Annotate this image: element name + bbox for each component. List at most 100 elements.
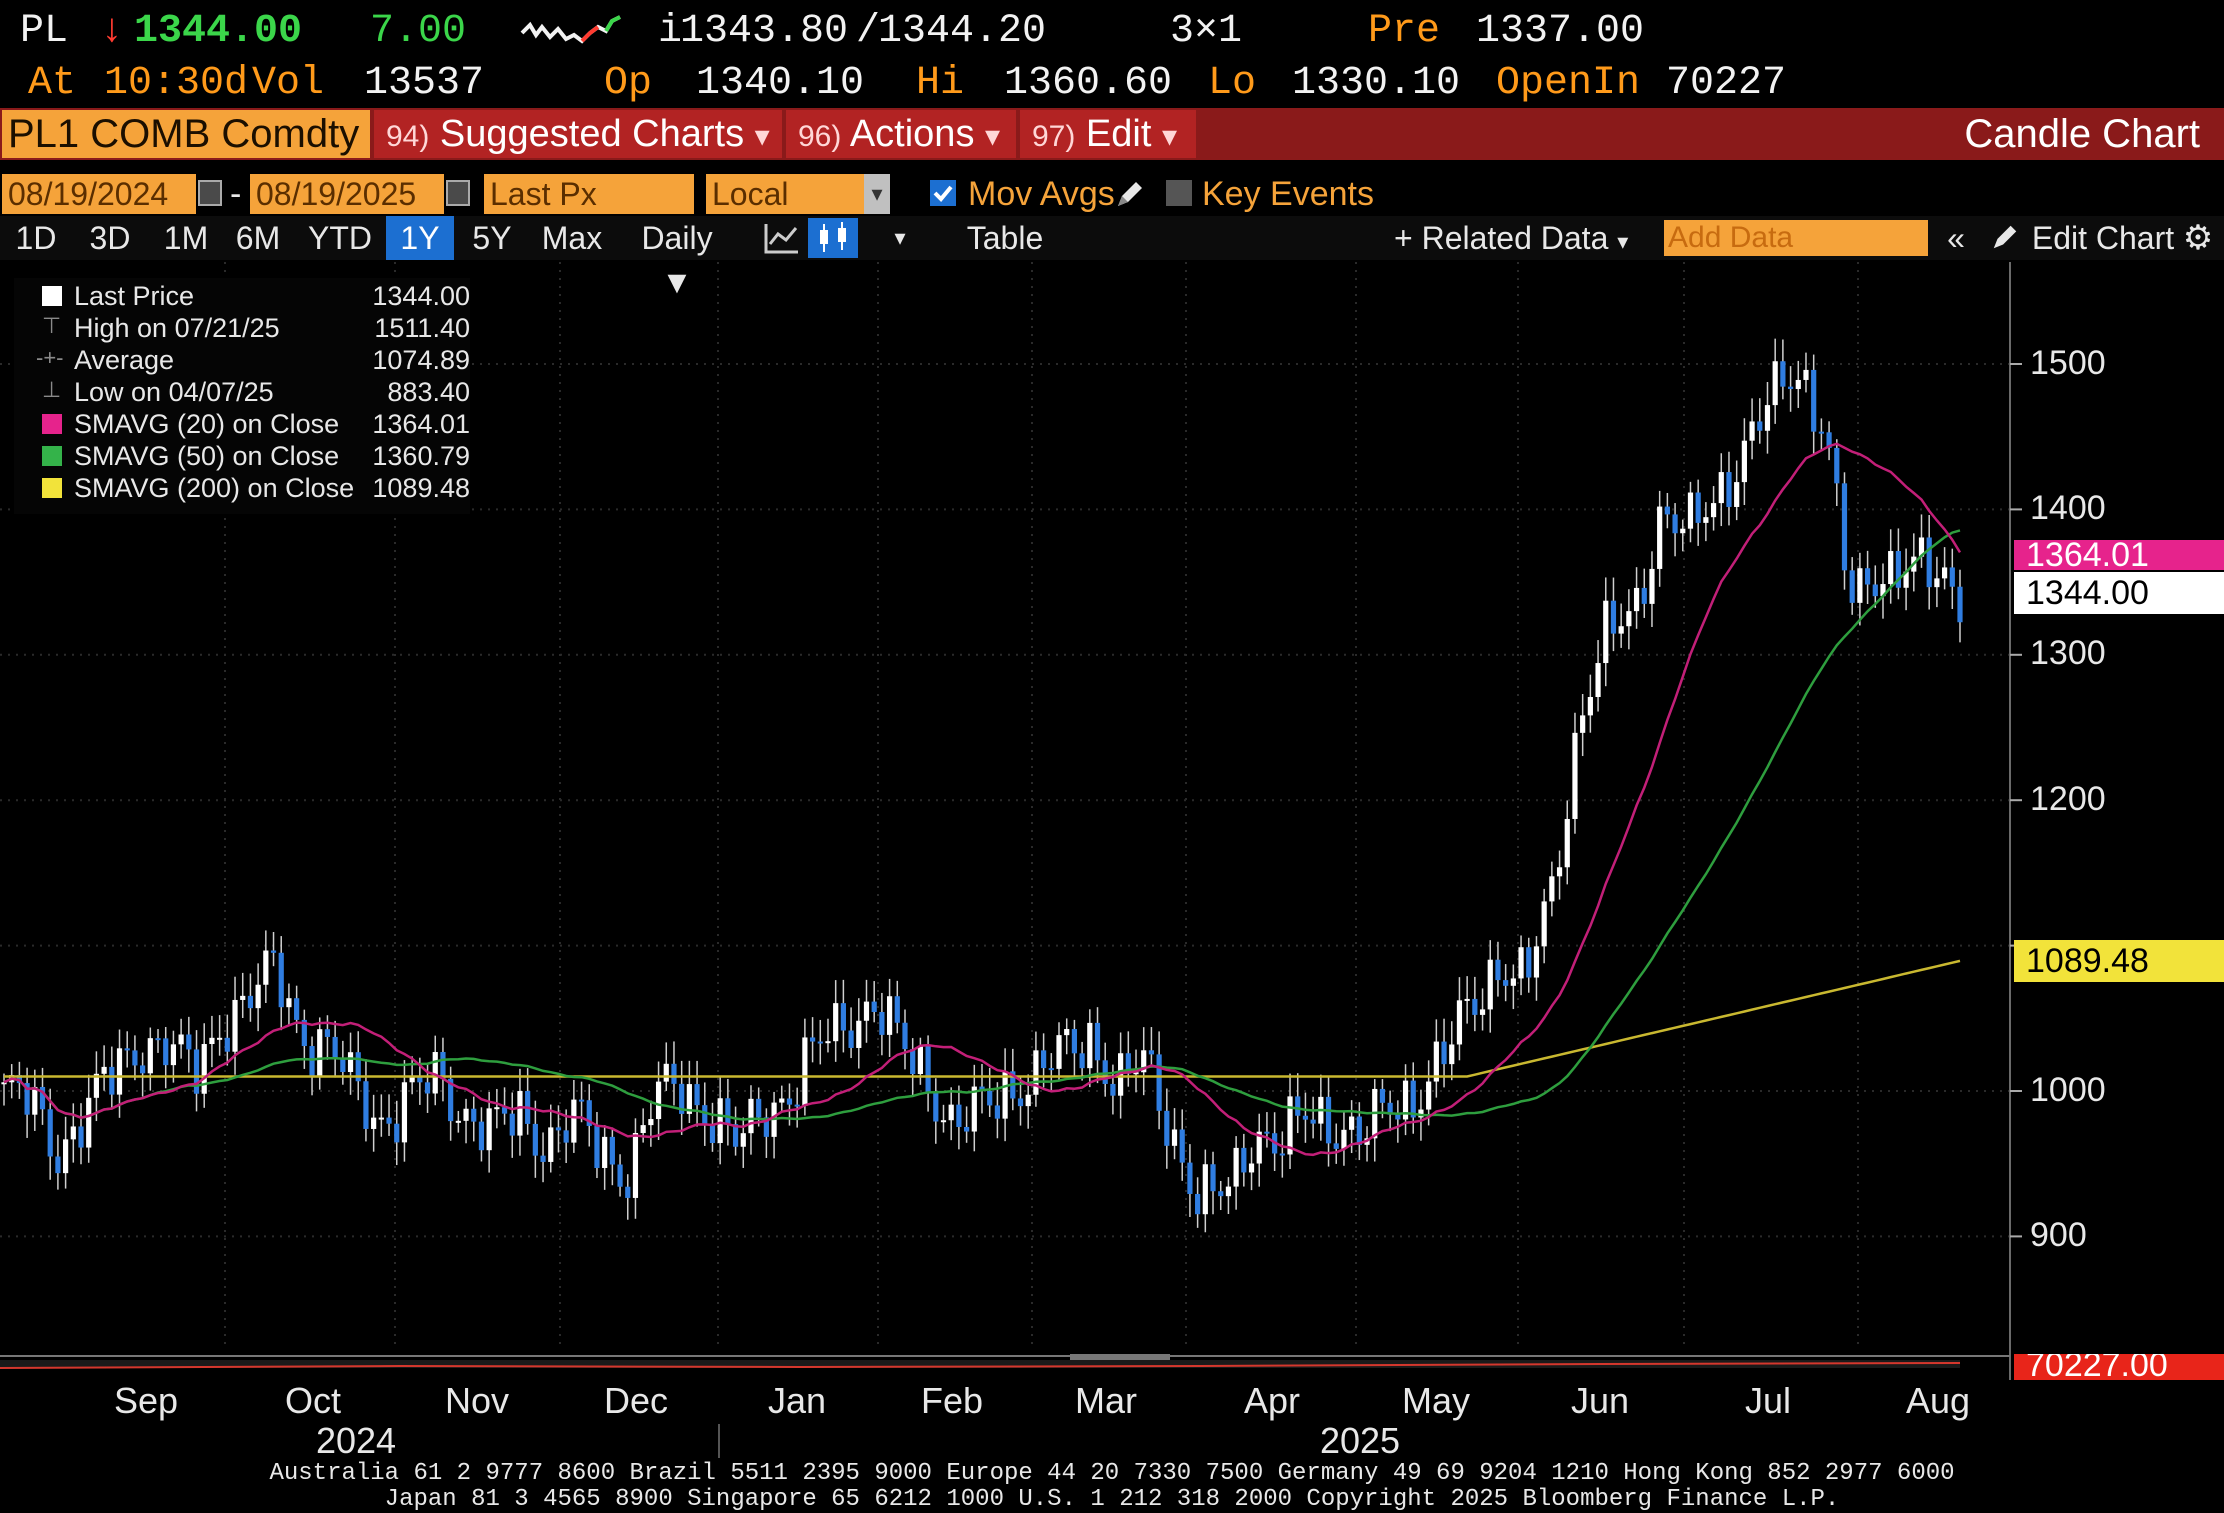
period-1d-button[interactable]: 1D — [15, 220, 57, 256]
mov-avgs-checkbox[interactable] — [930, 180, 956, 206]
y-tick-label: 1400 — [2030, 489, 2106, 527]
candle-body — [1618, 626, 1624, 634]
period-5y-button[interactable]: 5Y — [472, 220, 512, 256]
candle-body — [1526, 947, 1532, 978]
candle-body — [548, 1127, 554, 1162]
calendar-icon[interactable] — [198, 180, 222, 206]
period-1m-button[interactable]: 1M — [163, 220, 209, 256]
candle-body — [1610, 600, 1617, 634]
mov-avgs-label[interactable]: Mov Avgs — [968, 175, 1115, 213]
candle-body — [255, 984, 261, 1009]
calendar-icon[interactable] — [446, 180, 470, 206]
candle-body — [1164, 1110, 1170, 1146]
candle-body — [1241, 1147, 1247, 1173]
candle-body — [86, 1097, 92, 1148]
gear-icon[interactable]: ⚙ — [2182, 219, 2214, 257]
end-date-field[interactable]: 08/19/2025 — [250, 174, 444, 214]
low-label: Lo — [1208, 61, 1257, 106]
frequency-select[interactable]: Daily ▼ — [641, 220, 713, 300]
candle-body — [1279, 1153, 1285, 1156]
candle-body — [1349, 1116, 1355, 1130]
candle-body — [702, 1105, 708, 1125]
candle-body — [1841, 483, 1848, 571]
candle-body — [1595, 663, 1601, 698]
candle-body — [602, 1136, 608, 1168]
candle-chart-icon[interactable] — [808, 218, 858, 258]
candle-body — [925, 1046, 931, 1092]
square-icon — [42, 286, 62, 306]
candle-body — [1333, 1143, 1339, 1149]
candle-body — [863, 1001, 870, 1021]
table-button[interactable]: Table — [966, 220, 1044, 256]
candle-body — [363, 1081, 369, 1129]
candle-body — [1757, 421, 1763, 431]
related-data-button[interactable]: + Related Data ▾ — [1394, 220, 1629, 256]
x-tick-label: Jun — [1570, 1380, 1630, 1421]
candle-body — [1895, 551, 1901, 588]
candle-body — [963, 1126, 970, 1132]
suggested-charts-button[interactable]: 94) Suggested Charts ▾ — [374, 110, 782, 158]
candle-body — [371, 1117, 377, 1129]
open-interest-label: OpenIn — [1496, 61, 1641, 106]
candle-body — [1726, 472, 1732, 507]
square-icon — [42, 414, 62, 434]
candle-body — [1741, 440, 1747, 483]
candle-body — [802, 1037, 808, 1106]
candle-body — [1110, 1083, 1116, 1096]
edit-button[interactable]: 97) Edit ▾ — [1020, 110, 1196, 158]
candle-body — [663, 1063, 669, 1082]
candle-body — [1426, 1081, 1432, 1110]
x-tick-label: Sep — [113, 1380, 179, 1421]
period-1y-button[interactable]: 1Y — [386, 216, 454, 260]
candle-body — [586, 1100, 592, 1126]
field-select[interactable]: Last Px — [484, 174, 694, 214]
candle-body — [1356, 1116, 1362, 1145]
line-chart-icon[interactable] — [764, 222, 800, 259]
pencil-icon[interactable] — [1114, 178, 1146, 215]
security-field[interactable]: PL1 COMB Comdty — [2, 110, 370, 158]
currency-select[interactable]: Local CCY ▾ — [706, 174, 890, 252]
key-events-label[interactable]: Key Events — [1202, 175, 1374, 213]
candle-body — [409, 1077, 415, 1083]
candle-body — [1864, 568, 1871, 585]
candle-body — [971, 1086, 977, 1132]
chart-style-dropdown[interactable]: ▾ — [894, 225, 906, 250]
candle-body — [886, 996, 893, 1035]
candle-body — [394, 1123, 400, 1143]
key-events-checkbox[interactable] — [1166, 180, 1192, 206]
price-chart[interactable] — [0, 260, 2224, 1380]
pencil-icon[interactable] — [1990, 222, 2020, 257]
open-interest-value: 70227 — [1666, 61, 1787, 106]
collapse-icon[interactable]: « — [1947, 220, 1965, 256]
candle-body — [378, 1117, 384, 1120]
y-tick-label: 1000 — [2030, 1071, 2106, 1109]
period-6m-button[interactable]: 6M — [235, 220, 281, 256]
candle-body — [32, 1086, 38, 1115]
period-3d-button[interactable]: 3D — [89, 220, 131, 256]
bid-prefix: i — [658, 9, 683, 54]
candle-body — [1918, 537, 1925, 557]
edit-chart-button[interactable]: Edit Chart — [2031, 220, 2175, 256]
candle-body — [1672, 514, 1678, 534]
average-line-icon: -+- — [36, 345, 64, 370]
candle-body — [1641, 587, 1647, 604]
actions-button[interactable]: 96) Actions ▾ — [786, 110, 1016, 158]
x-year-label: 2024 — [315, 1420, 397, 1461]
year-divider — [718, 1424, 720, 1458]
candle-body — [1564, 818, 1570, 868]
candle-body — [1041, 1050, 1047, 1069]
candle-body — [1464, 998, 1470, 1001]
candle-body — [1156, 1054, 1162, 1111]
chevron-down-icon: ▾ — [754, 120, 770, 153]
high-value: 1360.60 — [1004, 61, 1173, 106]
x-tick-label: Mar — [1075, 1380, 1137, 1421]
period-max-button[interactable]: Max — [541, 220, 603, 256]
y-tick-label: 1200 — [2030, 780, 2106, 818]
start-date-field[interactable]: 08/19/2024 — [2, 174, 196, 214]
add-data-input[interactable]: Add Data — [1664, 220, 1928, 256]
period-ytd-button[interactable]: YTD — [308, 220, 372, 256]
candle-body — [555, 1127, 562, 1131]
candle-body — [1133, 1072, 1139, 1075]
x-tick-label: Aug — [1905, 1380, 1971, 1421]
candle-body — [163, 1038, 169, 1066]
